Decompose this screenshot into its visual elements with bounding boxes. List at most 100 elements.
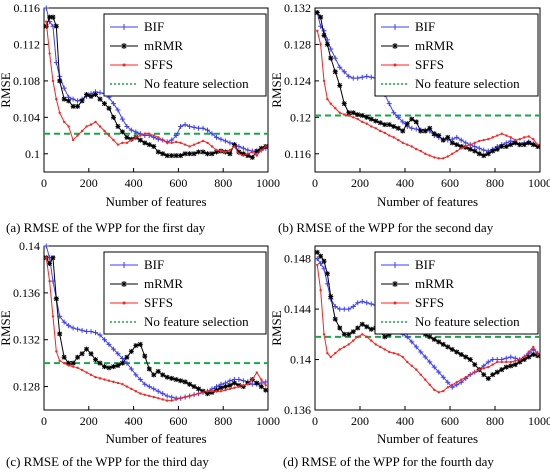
data-point (410, 145, 413, 148)
data-point (79, 351, 85, 357)
data-point (133, 343, 139, 349)
data-point (115, 107, 121, 113)
data-point (155, 149, 161, 155)
data-point (458, 143, 464, 149)
data-point (75, 103, 81, 109)
data-point (263, 387, 269, 393)
data-point (431, 336, 437, 342)
data-point (249, 381, 255, 387)
data-point (160, 372, 166, 378)
legend-box (374, 251, 539, 335)
data-point (201, 139, 205, 143)
data-point (328, 46, 334, 52)
data-point (152, 134, 155, 137)
data-point (451, 383, 454, 386)
data-point (139, 392, 142, 395)
data-point (485, 375, 491, 381)
data-point (521, 357, 527, 363)
chart-panel-4: 0 200 400 600 800 1000 0.136 0.14 0.144 0.148 Numb… (269, 245, 550, 469)
data-point (179, 397, 182, 400)
data-point (51, 79, 55, 83)
data-point (433, 388, 436, 392)
data-point (106, 365, 112, 371)
data-point (228, 148, 232, 152)
data-point (505, 134, 508, 137)
data-point (75, 326, 81, 332)
data-point (332, 316, 338, 322)
data-point (350, 75, 356, 81)
data-point (365, 335, 368, 339)
data-point (174, 398, 178, 401)
data-point (427, 334, 433, 340)
data-point (62, 361, 66, 365)
data-point (182, 379, 188, 385)
data-point (110, 364, 116, 370)
data-point (361, 120, 364, 124)
x-tick-label: 600 (441, 414, 459, 428)
data-point (401, 355, 404, 359)
legend-marker (122, 63, 126, 67)
x-tick-label: 0 (312, 414, 318, 428)
data-point (205, 151, 211, 157)
y-tick-label: 0.116 (284, 147, 311, 161)
x-tick-label: 200 (80, 414, 98, 428)
data-point (427, 359, 433, 365)
data-point (392, 136, 395, 139)
data-point (512, 362, 518, 368)
data-point (196, 149, 202, 155)
data-point (101, 337, 107, 343)
x-tick-label: 200 (80, 176, 98, 190)
data-point (107, 379, 111, 382)
data-point (215, 148, 218, 152)
data-point (422, 354, 428, 360)
data-point (350, 329, 356, 335)
data-point (128, 366, 134, 372)
data-point (374, 127, 377, 130)
data-point (392, 352, 395, 355)
data-point (170, 399, 173, 402)
data-point (355, 75, 361, 81)
data-point (346, 73, 352, 79)
data-point (404, 121, 410, 127)
data-point (255, 154, 258, 157)
data-point (58, 111, 61, 114)
data-point (97, 96, 103, 102)
data-point (355, 300, 361, 306)
data-point (419, 149, 422, 153)
data-point (490, 148, 496, 154)
data-point (106, 341, 112, 347)
data-point (146, 142, 152, 148)
legend-label: No feature selection (415, 76, 520, 91)
y-tick-label: 0.136 (13, 286, 40, 300)
series-mrmr (314, 10, 541, 159)
data-point (200, 125, 206, 131)
data-point (94, 120, 97, 124)
data-point (481, 153, 487, 159)
data-point (415, 368, 418, 371)
data-point (530, 351, 536, 357)
data-point (224, 388, 227, 392)
data-point (368, 74, 374, 80)
data-point (254, 380, 260, 386)
data-point (254, 148, 260, 154)
data-point (442, 157, 445, 160)
data-point (196, 125, 202, 131)
data-point (264, 384, 267, 387)
data-point (314, 10, 320, 16)
data-point (473, 141, 476, 145)
data-point (319, 288, 322, 292)
data-point (187, 381, 193, 387)
y-tick-label: 0.104 (13, 110, 40, 124)
data-point (242, 384, 245, 387)
data-point (514, 359, 517, 362)
data-point (364, 324, 370, 330)
data-point (75, 98, 81, 104)
data-point (93, 330, 99, 336)
data-point (61, 85, 67, 91)
legend-marker (122, 301, 126, 305)
data-point (121, 141, 124, 145)
data-point (71, 365, 75, 368)
legend-box (374, 13, 539, 97)
data-point (188, 394, 191, 398)
data-point (76, 134, 79, 137)
